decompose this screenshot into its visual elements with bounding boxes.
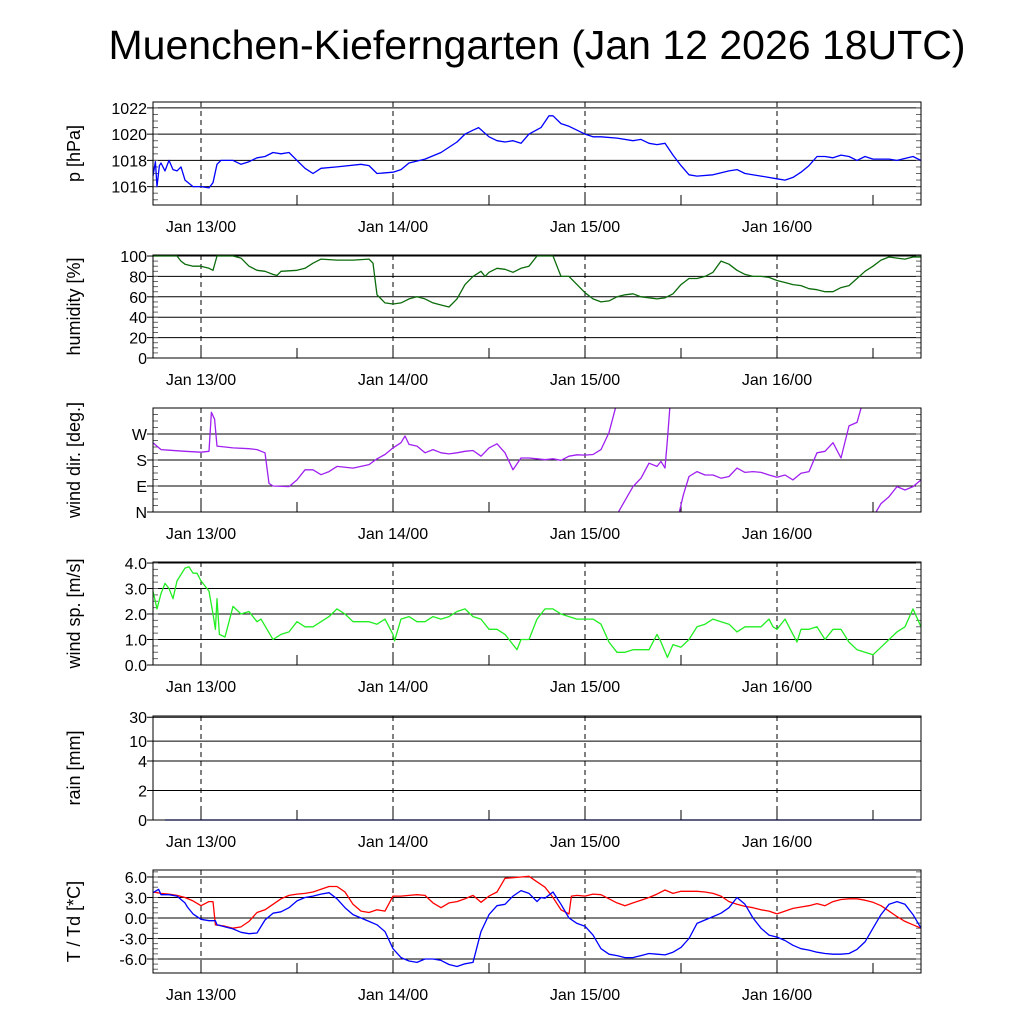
y-tick-label: 3.0: [125, 890, 147, 907]
y-tick-label: 1016: [111, 180, 147, 197]
y-tick-label: 80: [129, 269, 147, 286]
x-tick-label: Jan 13/00: [166, 834, 236, 851]
series-wind-direction: [152, 408, 862, 513]
plot-frame: [152, 869, 922, 974]
series-t: [152, 875, 922, 929]
y-tick-label: 4.0: [125, 556, 147, 573]
x-tick-label: Jan 15/00: [550, 526, 620, 543]
series-humidity: [153, 255, 921, 308]
y-tick-label: 2: [138, 784, 147, 801]
plot-frame: [152, 407, 922, 513]
y-tick-label: 40: [129, 310, 147, 327]
series-pressure: [152, 115, 922, 189]
x-tick-label: Jan 13/00: [166, 372, 236, 389]
x-tick-label: Jan 16/00: [742, 987, 812, 1004]
panel-1: 0 20 40 60 80 100 Jan 13/00 Jan 14/00 Jan 15/00 J…: [64, 249, 922, 389]
plot-frame: [152, 254, 922, 359]
plot-frame: [152, 101, 922, 206]
y-tick-label: E: [136, 479, 147, 496]
y-tick-label: 6.0: [125, 870, 147, 887]
y-tick-label: 1022: [111, 101, 147, 118]
y-tick-label: 0: [138, 351, 147, 368]
y-tick-label: 20: [129, 331, 147, 348]
x-tick-label: Jan 15/00: [550, 834, 620, 851]
chart-title: Muenchen-Kieferngarten (Jan 12 2026 18UT…: [108, 22, 966, 68]
x-tick-label: Jan 15/00: [550, 987, 620, 1004]
plot-frame: [152, 561, 922, 666]
y-tick-label: 100: [120, 249, 147, 266]
series-wind-speed: [152, 566, 922, 659]
y-tick-label: 1018: [111, 153, 147, 170]
y-tick-label: 0.0: [125, 658, 147, 675]
panel-3: 0.0 1.0 2.0 3.0 4.0 Jan 13/00 Jan 14/00 Jan 15/…: [64, 556, 922, 696]
x-tick-label: Jan 13/00: [166, 679, 236, 696]
y-tick-label: 1.0: [125, 633, 147, 650]
x-tick-label: Jan 15/00: [550, 679, 620, 696]
x-tick-label: Jan 13/00: [166, 526, 236, 543]
x-tick-label: Jan 14/00: [358, 526, 428, 543]
y-axis-label: rain [mm]: [64, 730, 84, 805]
panel-5: -6.0 -3.0 0.0 3.0 6.0 Jan 13/00 Jan 14/00 Jan 1…: [64, 869, 922, 1004]
y-tick-label: W: [132, 427, 148, 444]
y-tick-label: 1020: [111, 127, 147, 144]
y-tick-label: -6.0: [119, 952, 147, 969]
panel-0: 1016 1018 1020 1022 Jan 13/00 Jan 14/00 Jan 15…: [64, 101, 922, 236]
y-tick-label: 0: [138, 813, 147, 830]
x-tick-label: Jan 13/00: [166, 987, 236, 1004]
plot-frame: [152, 715, 922, 821]
x-tick-label: Jan 14/00: [358, 987, 428, 1004]
y-axis-label: wind dir. [deg.]: [64, 402, 84, 519]
y-tick-label: 10: [129, 734, 147, 751]
x-tick-label: Jan 16/00: [742, 526, 812, 543]
series-wind-direction-cont-: [875, 479, 922, 513]
series-td: [152, 888, 922, 968]
y-tick-label: 0.0: [125, 911, 147, 928]
x-tick-label: Jan 14/00: [358, 372, 428, 389]
panel-4: 0 2 4 10 30 Jan 13/00 Jan 14/00 Jan 15/00 Jan 16…: [64, 710, 922, 851]
x-tick-label: Jan 16/00: [742, 679, 812, 696]
x-tick-label: Jan 13/00: [166, 219, 236, 236]
y-tick-label: N: [135, 505, 147, 522]
y-tick-label: S: [136, 453, 147, 470]
x-tick-label: Jan 16/00: [742, 372, 812, 389]
y-tick-label: 30: [129, 710, 147, 727]
y-axis-label: T / Td [*C]: [64, 881, 84, 962]
x-tick-label: Jan 14/00: [358, 834, 428, 851]
y-axis-label: humidity [%]: [64, 257, 84, 355]
y-tick-label: 60: [129, 290, 147, 307]
x-tick-label: Jan 15/00: [550, 372, 620, 389]
x-tick-label: Jan 16/00: [742, 834, 812, 851]
y-tick-label: -3.0: [119, 931, 147, 948]
x-tick-label: Jan 15/00: [550, 219, 620, 236]
y-axis-label: p [hPa]: [64, 125, 84, 182]
y-tick-label: 3.0: [125, 582, 147, 599]
x-tick-label: Jan 14/00: [358, 219, 428, 236]
x-tick-label: Jan 16/00: [742, 219, 812, 236]
y-tick-label: 2.0: [125, 607, 147, 624]
y-axis-label: wind sp. [m/s]: [64, 558, 84, 669]
y-tick-label: 4: [138, 754, 147, 771]
x-tick-label: Jan 14/00: [358, 679, 428, 696]
